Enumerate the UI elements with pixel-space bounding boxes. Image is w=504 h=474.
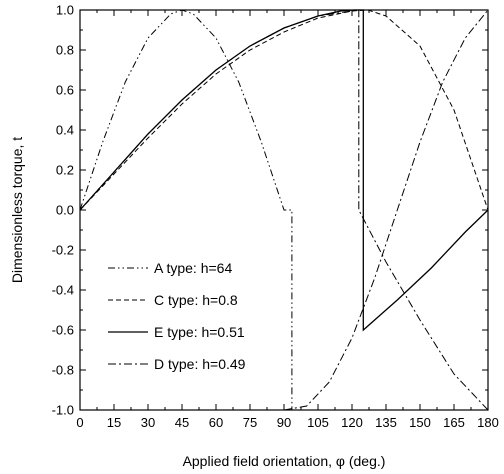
series-line-0 xyxy=(79,9,293,410)
x-tick-label: 30 xyxy=(141,415,155,430)
x-tick-label: 45 xyxy=(175,415,189,430)
x-tick-label: 150 xyxy=(409,415,431,430)
x-tick-label: 90 xyxy=(277,415,291,430)
y-tick-label: 0.8 xyxy=(56,43,74,58)
y-tick-label: 1.0 xyxy=(56,3,74,18)
x-tick-label: 180 xyxy=(477,415,499,430)
series-line-4 xyxy=(283,9,489,411)
y-tick-label: 0.6 xyxy=(56,83,74,98)
legend-label: A type: h=64 xyxy=(154,260,232,276)
y-tick-label: -0.2 xyxy=(52,243,74,258)
y-tick-label: 0.2 xyxy=(56,163,74,178)
y-tick-label: -0.8 xyxy=(52,363,74,378)
series-line-2 xyxy=(79,9,489,332)
y-tick-label: -0.6 xyxy=(52,323,74,338)
legend-label: C type: h=0.8 xyxy=(154,292,238,308)
x-tick-label: 0 xyxy=(76,415,83,430)
y-tick-label: -1.0 xyxy=(52,403,74,418)
y-tick-label: -0.4 xyxy=(52,283,74,298)
x-tick-label: 75 xyxy=(243,415,257,430)
legend-label: E type: h=0.51 xyxy=(154,324,245,340)
series-line-1 xyxy=(79,9,489,211)
y-axis-label: Dimensionless torque, t xyxy=(9,137,25,283)
x-tick-label: 105 xyxy=(307,415,329,430)
ticks-layer: 0 15 30 45 60 75 90 105 120 135 150 165 180 1.0 0.8 0.6… xyxy=(52,3,499,431)
y-tick-label: 0.0 xyxy=(56,203,74,218)
legend-label: D type: h=0.49 xyxy=(154,356,246,372)
x-tick-label: 165 xyxy=(443,415,465,430)
y-tick-label: 0.4 xyxy=(56,123,74,138)
x-tick-label: 135 xyxy=(375,415,397,430)
x-axis-label: Applied field orientation, φ (deg.) xyxy=(183,453,386,469)
x-tick-label: 60 xyxy=(209,415,223,430)
legend: A type: h=64 C type: h=0.8 E type: h=0.51 D… xyxy=(108,260,246,372)
x-tick-label: 120 xyxy=(341,415,363,430)
x-tick-label: 15 xyxy=(107,415,121,430)
